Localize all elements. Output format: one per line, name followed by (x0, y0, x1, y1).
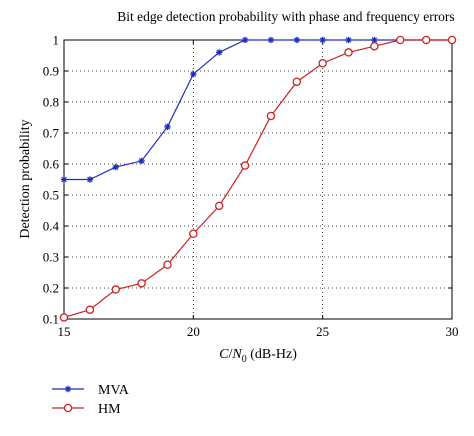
legend-item-hm: HM (52, 402, 121, 417)
y-axis-label: Detection probability (18, 119, 33, 238)
y-tick-label: 0.2 (43, 281, 59, 296)
star-stroke (87, 176, 93, 183)
star-stroke (65, 386, 71, 392)
data-point-hm (189, 229, 198, 238)
y-tick-label: 0.4 (43, 219, 60, 234)
star-stroke (242, 37, 248, 43)
x-tick-labels: 15 20 25 30 (58, 324, 459, 339)
y-tick-label: 1 (53, 33, 60, 48)
legend-marker-hm (63, 403, 73, 413)
star-stroke (112, 164, 119, 170)
series-layer (59, 35, 457, 322)
x-axis-label-subscript: 0 (242, 354, 247, 365)
y-tick-label: 0.5 (43, 188, 59, 203)
data-point-hm (318, 59, 327, 68)
data-point-hm (59, 313, 69, 322)
data-point-hm (292, 77, 302, 87)
x-tick-label: 25 (316, 324, 329, 339)
data-point-hm (370, 41, 379, 51)
data-point-hm (85, 305, 95, 314)
data-point-mva (371, 36, 378, 44)
star-stroke (164, 124, 171, 130)
data-point-mva (319, 36, 326, 44)
y-tick-label: 0.1 (43, 312, 59, 327)
data-point-mva (216, 49, 223, 56)
chart-title: Bit edge detection probability with phas… (117, 9, 454, 24)
legend-label-mva: MVA (98, 383, 130, 398)
data-point-mva (60, 176, 68, 183)
star-stroke (61, 176, 67, 183)
data-point-hm (421, 35, 431, 45)
data-point-hm (240, 161, 250, 170)
data-point-mva (241, 36, 249, 44)
star-stroke (268, 37, 274, 43)
data-point-mva (267, 36, 275, 44)
series-hm (59, 35, 457, 322)
star-stroke (138, 158, 145, 164)
y-tick-label: 0.9 (43, 64, 59, 79)
data-point-mva (190, 70, 197, 78)
data-point-mva (138, 157, 145, 165)
data-point-hm (163, 260, 172, 269)
series-line-mva (64, 39, 452, 181)
data-point-hm (111, 285, 120, 294)
legend-marker-mva (64, 385, 72, 393)
star-stroke (345, 37, 352, 43)
star-stroke (319, 37, 326, 43)
y-tick-label: 0.8 (43, 95, 59, 110)
y-tick-labels: 0.1 0.2 0.3 0.4 0.5 0.6 0.7 0.8 0.9 1 (43, 33, 60, 327)
y-tick-label: 0.7 (43, 126, 60, 141)
star-stroke (216, 49, 222, 56)
x-tick-label: 20 (187, 324, 200, 339)
x-axis-label-c: C (219, 347, 229, 362)
legend-label-hm: HM (98, 402, 121, 417)
data-point-hm (396, 35, 405, 45)
y-tick-label: 0.6 (43, 157, 60, 172)
star-stroke (294, 37, 300, 43)
x-axis-label-n: N (231, 347, 242, 362)
star-stroke (190, 71, 197, 77)
series-line-hm (63, 39, 452, 319)
data-point-mva (345, 36, 352, 44)
data-point-hm (344, 48, 353, 57)
x-axis-label: C/N0 (dB-Hz) (219, 347, 297, 365)
data-point-hm (137, 279, 146, 288)
data-point-hm (266, 111, 276, 121)
data-point-hm (447, 35, 457, 45)
legend: MVA HM (52, 383, 130, 417)
x-tick-label: 30 (446, 324, 459, 339)
data-point-mva (86, 176, 94, 183)
y-tick-label: 0.3 (43, 250, 59, 265)
legend-item-mva: MVA (52, 383, 130, 398)
x-axis-label-unit: (dB-Hz) (247, 347, 297, 362)
data-point-mva (293, 36, 300, 44)
data-point-hm (214, 201, 224, 211)
x-tick-label: 15 (58, 324, 71, 339)
x-axis-label-slash: / (228, 347, 232, 362)
star-stroke (371, 37, 378, 43)
data-point-mva (164, 123, 171, 130)
data-point-mva (112, 163, 119, 171)
